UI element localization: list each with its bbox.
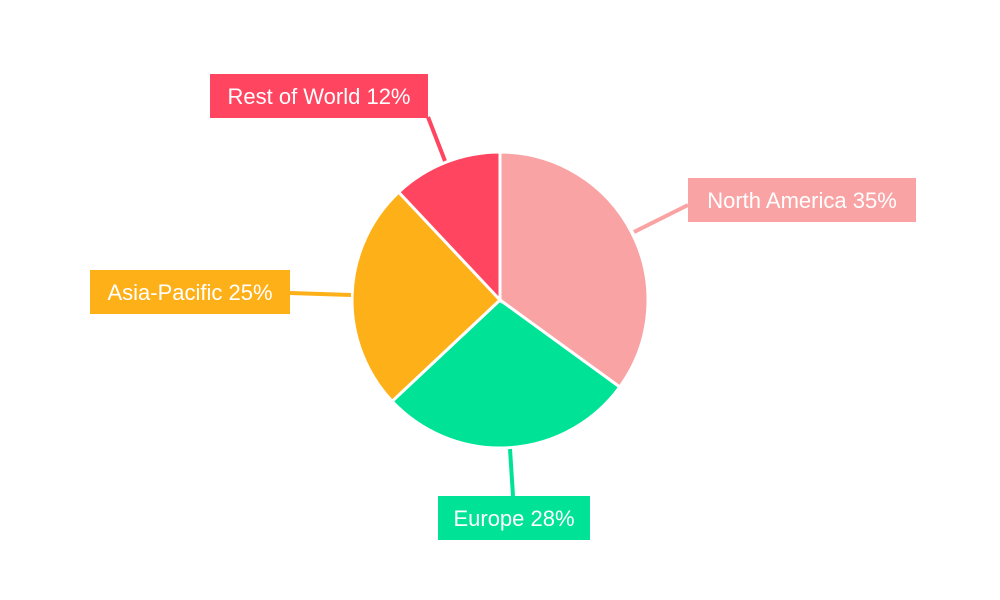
pie-slice-rest-of-world[interactable]: [396, 150, 502, 304]
leader-line: [289, 291, 352, 297]
data-label: Rest of World 12%: [227, 84, 410, 109]
data-label: North America 35%: [707, 188, 897, 213]
leader-line: [426, 116, 447, 162]
pie-slice-north-america[interactable]: [498, 150, 650, 390]
data-label-box: [438, 496, 590, 540]
pie-slice-europe[interactable]: [389, 298, 622, 450]
data-label-box: [688, 178, 916, 222]
leader-line: [633, 203, 689, 234]
pie-slice-asia-pacific[interactable]: [350, 189, 503, 404]
data-label-box: [90, 270, 290, 314]
leader-line: [508, 448, 515, 497]
data-label: Europe 28%: [453, 506, 574, 531]
data-label: Asia-Pacific 25%: [107, 280, 272, 305]
data-label-box: [210, 74, 428, 118]
